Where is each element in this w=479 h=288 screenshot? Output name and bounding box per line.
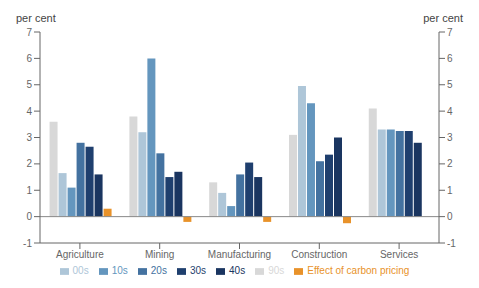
svg-text:4: 4 <box>26 106 32 117</box>
html-text:90s: 90s <box>268 265 285 276</box>
html-text:20s: 20s <box>150 265 167 276</box>
svg-text:-1: -1 <box>23 238 32 249</box>
svg-text:0: 0 <box>447 211 453 222</box>
svg-text:6: 6 <box>447 53 453 64</box>
html-text:00s: 00s <box>72 265 89 276</box>
svg-text:2: 2 <box>447 158 453 169</box>
html-text:30s: 30s <box>189 265 207 276</box>
svg-text:Agriculture: Agriculture <box>56 249 104 260</box>
html-text:Effect of carbon pricing: Effect of carbon pricing <box>307 265 410 276</box>
svg-text:1: 1 <box>447 185 453 196</box>
svg-text:6: 6 <box>26 53 32 64</box>
svg-text:5: 5 <box>26 79 32 90</box>
svg-text:0: 0 <box>26 211 32 222</box>
svg-text:Manufacturing: Manufacturing <box>208 249 271 260</box>
svg-text:2: 2 <box>26 158 32 169</box>
svg-text:Construction: Construction <box>291 249 347 260</box>
html-text:per cent: per cent <box>16 12 56 24</box>
svg-text:5: 5 <box>447 79 453 90</box>
svg-text:Services: Services <box>380 249 418 260</box>
svg-text:-1: -1 <box>447 238 456 249</box>
svg-text:3: 3 <box>447 132 453 143</box>
html-text:10s: 10s <box>111 265 128 276</box>
svg-text:7: 7 <box>26 27 32 38</box>
svg-text:1: 1 <box>26 185 32 196</box>
html-text:per cent: per cent <box>423 12 463 24</box>
html-text:40s: 40s <box>229 265 246 276</box>
svg-text:7: 7 <box>447 27 453 38</box>
svg-text:4: 4 <box>447 106 453 117</box>
svg-text:3: 3 <box>26 132 32 143</box>
svg-text:Mining: Mining <box>145 249 174 260</box>
